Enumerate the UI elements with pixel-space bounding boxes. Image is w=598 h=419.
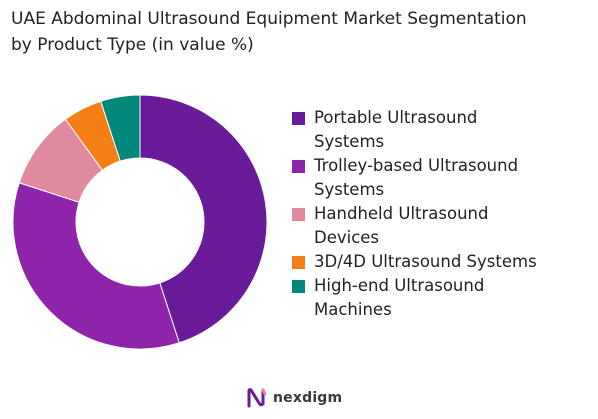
nexdigm-logo-icon <box>247 388 267 408</box>
legend-label-3: Handheld Ultrasound Devices <box>314 202 488 250</box>
legend-label-2: Trolley-based Ultrasound Systems <box>314 154 518 202</box>
legend-label-3-line-2: Devices <box>314 228 380 247</box>
donut-slice-2 <box>12 182 180 350</box>
chart-legend: Portable Ultrasound Systems Trolley-based … <box>292 106 592 322</box>
chart-title-line-1: UAE Abdominal Ultrasound Equipment Marke… <box>11 9 527 29</box>
donut-slice-5 <box>100 94 141 162</box>
legend-swatch-5 <box>292 280 305 293</box>
legend-label-1-line-1: Portable Ultrasound <box>314 108 478 127</box>
legend-swatch-3 <box>292 208 305 221</box>
legend-swatch-1 <box>292 112 305 125</box>
legend-swatch-4 <box>292 256 305 269</box>
legend-label-2-line-2: Systems <box>314 180 385 199</box>
legend-label-5-line-1: High-end Ultrasound <box>314 276 485 295</box>
legend-label-4: 3D/4D Ultrasound Systems <box>314 250 537 274</box>
legend-label-1-line-2: Systems <box>314 132 385 151</box>
chart-title-line-2: by Product Type (in value %) <box>11 35 254 55</box>
legend-label-5-line-2: Machines <box>314 300 392 319</box>
logo-text: nexdigm <box>273 390 343 406</box>
donut-slice-1 <box>139 94 268 344</box>
legend-label-2-line-1: Trolley-based Ultrasound <box>314 156 519 175</box>
legend-label-1: Portable Ultrasound Systems <box>314 106 477 154</box>
legend-item-3: Handheld Ultrasound Devices <box>292 202 592 250</box>
legend-label-3-line-1: Handheld Ultrasound <box>314 204 489 223</box>
legend-label-4-line-1: 3D/4D Ultrasound Systems <box>314 252 537 271</box>
chart-title: UAE Abdominal Ultrasound Equipment Marke… <box>11 6 591 58</box>
brand-logo: nexdigm <box>246 385 342 411</box>
legend-item-4: 3D/4D Ultrasound Systems <box>292 250 592 274</box>
legend-swatch-2 <box>292 160 305 173</box>
legend-item-1: Portable Ultrasound Systems <box>292 106 592 154</box>
legend-label-5: High-end Ultrasound Machines <box>314 274 484 322</box>
legend-item-5: High-end Ultrasound Machines <box>292 274 592 322</box>
legend-item-2: Trolley-based Ultrasound Systems <box>292 154 592 202</box>
